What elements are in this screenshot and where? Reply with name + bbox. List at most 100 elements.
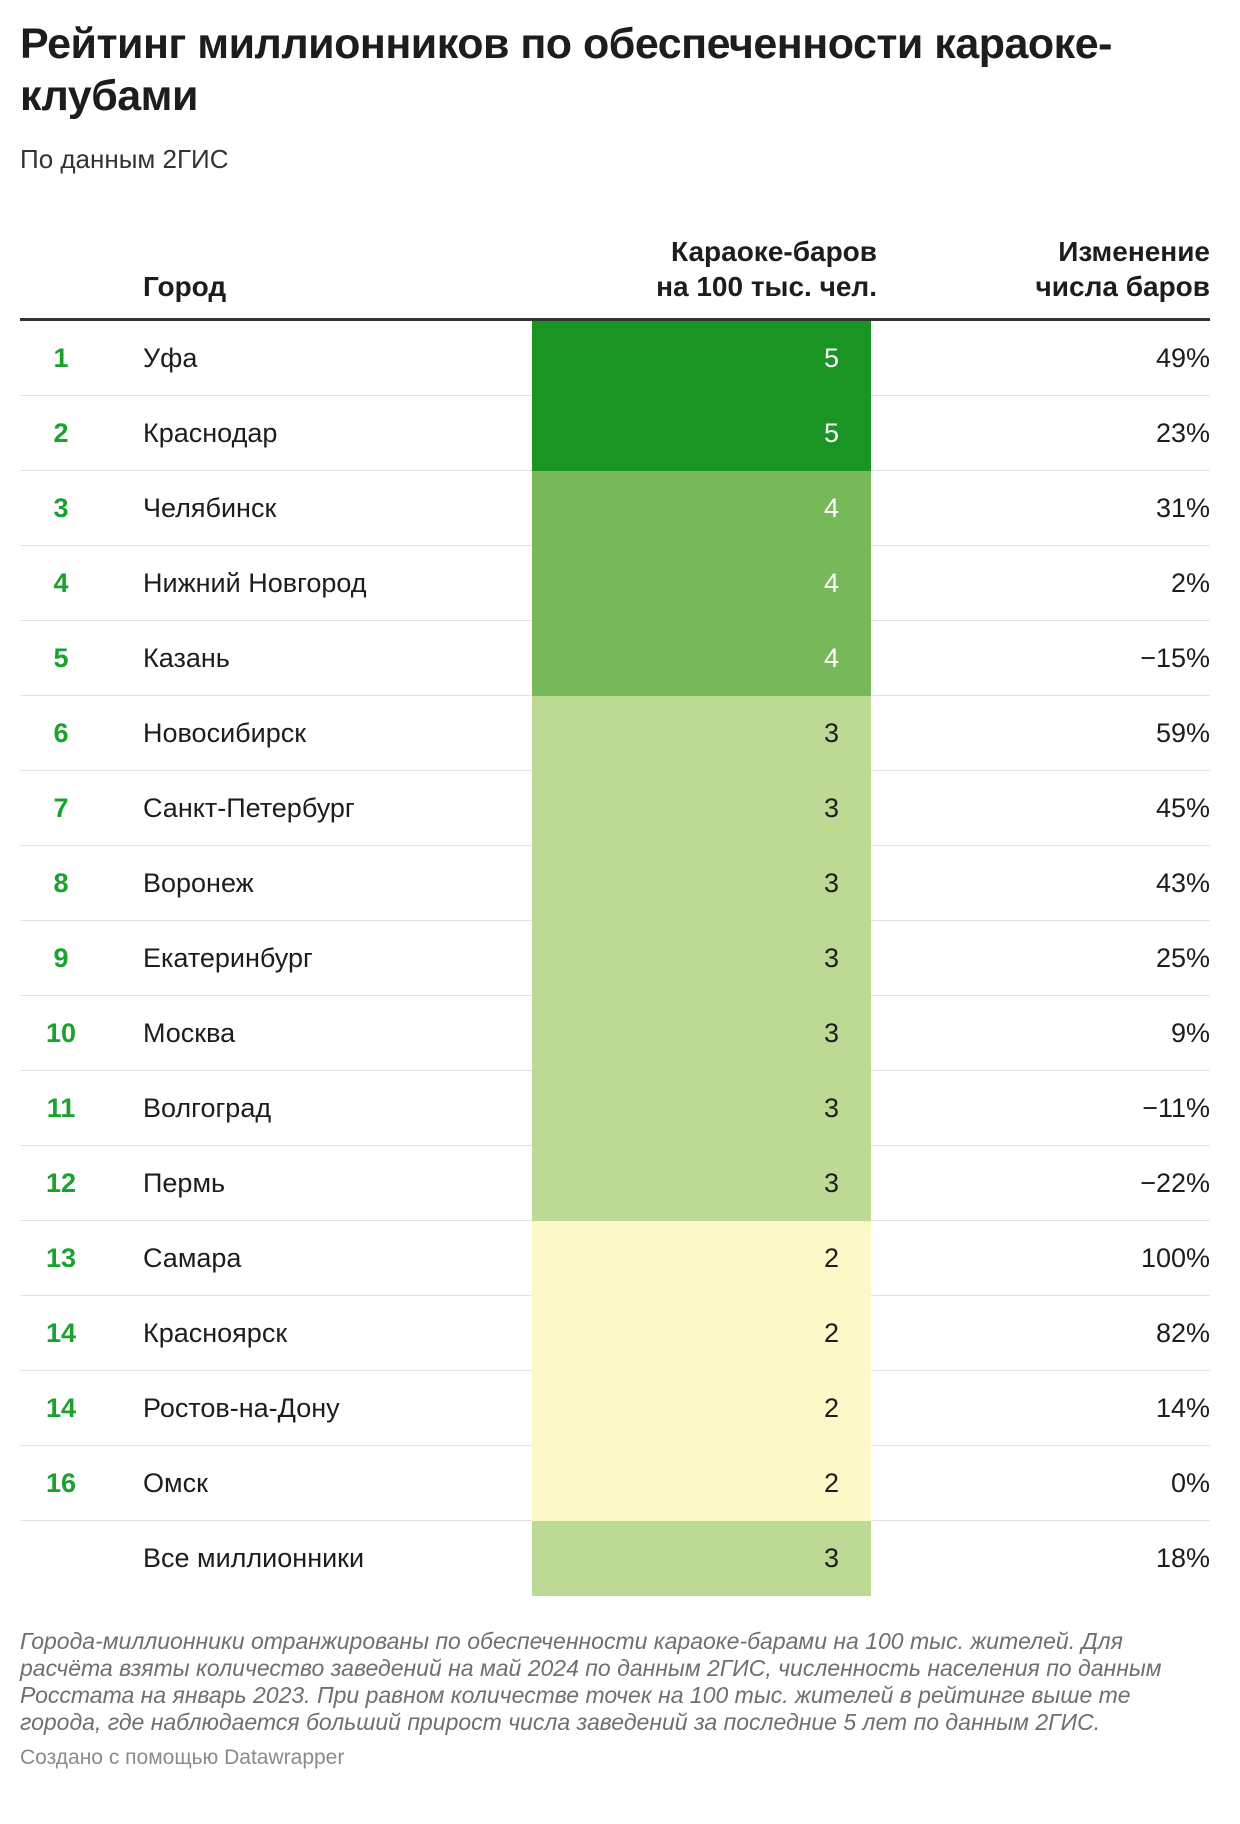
row-city: Санкт-Петербург	[143, 793, 355, 823]
row-value-cell: 5	[532, 321, 871, 396]
row-change: 45%	[1155, 793, 1210, 823]
row-city: Воронеж	[143, 868, 254, 898]
row-city: Челябинск	[143, 493, 277, 523]
row-change: −15%	[1140, 643, 1210, 673]
row-rank: 5	[53, 643, 69, 673]
row-value-cell: 3	[532, 1071, 871, 1146]
table-row: 13 Самара 2 100%	[20, 1221, 1210, 1296]
row-value-cell: 3	[532, 921, 871, 996]
row-change: 59%	[1155, 718, 1210, 748]
row-rank: 6	[53, 718, 69, 748]
table-row: 2 Краснодар 5 23%	[20, 396, 1210, 471]
row-rank: 3	[53, 493, 69, 523]
table-row: 9 Екатеринбург 3 25%	[20, 921, 1210, 996]
row-rank: 12	[45, 1168, 77, 1198]
row-city: Самара	[143, 1243, 242, 1273]
table-row: 14 Ростов-на-Дону 2 14%	[20, 1371, 1210, 1446]
table-row: 5 Казань 4 −15%	[20, 621, 1210, 696]
row-value: 2	[823, 1243, 839, 1273]
row-rank: 1	[53, 343, 69, 373]
row-change: 43%	[1155, 868, 1210, 898]
header-city[interactable]: Город	[143, 271, 227, 302]
table-row: 3 Челябинск 4 31%	[20, 471, 1210, 546]
row-city: Красноярск	[143, 1318, 288, 1348]
table-row: 8 Воронеж 3 43%	[20, 846, 1210, 921]
header-value[interactable]: Караоке-баров на 100 тыс. чел.	[656, 234, 877, 304]
table-row: 14 Красноярск 2 82%	[20, 1296, 1210, 1371]
row-rank: 16	[45, 1468, 77, 1498]
row-rank: 10	[45, 1018, 77, 1048]
row-change: 9%	[1170, 1018, 1210, 1048]
row-city: Екатеринбург	[143, 943, 313, 973]
credit[interactable]: Создано с помощью Datawrapper	[20, 1746, 345, 1769]
footnote: Города-миллионники отранжированы по обес…	[20, 1628, 1162, 1735]
row-change: 82%	[1155, 1318, 1210, 1348]
row-change: 18%	[1155, 1543, 1210, 1573]
table-row: 7 Санкт-Петербург 3 45%	[20, 771, 1210, 846]
header-change-line2: числа баров	[1035, 271, 1210, 302]
table-row: 11 Волгоград 3 −11%	[20, 1071, 1210, 1146]
row-city: Краснодар	[143, 418, 278, 448]
row-value-cell: 2	[532, 1446, 871, 1521]
row-change: 25%	[1155, 943, 1210, 973]
row-value-cell: 2	[532, 1371, 871, 1446]
table-row: 16 Омск 2 0%	[20, 1446, 1210, 1521]
row-value: 3	[823, 1018, 839, 1048]
row-value-cell: 3	[532, 1521, 871, 1596]
table-row: 10 Москва 3 9%	[20, 996, 1210, 1071]
table-header: Город Караоке-баров на 100 тыс. чел. Изм…	[20, 226, 1210, 321]
row-rank: 8	[53, 868, 69, 898]
row-value: 3	[823, 1093, 839, 1123]
row-city: Омск	[143, 1468, 208, 1498]
row-city: Уфа	[143, 343, 198, 373]
header-value-line1: Караоке-баров	[671, 236, 877, 267]
row-change: 31%	[1155, 493, 1210, 523]
table-row: 12 Пермь 3 −22%	[20, 1146, 1210, 1221]
row-value: 4	[823, 643, 839, 673]
row-value: 5	[823, 418, 839, 448]
row-value: 3	[823, 868, 839, 898]
row-value: 2	[823, 1318, 839, 1348]
row-rank: 7	[53, 793, 69, 823]
row-rank: 9	[53, 943, 69, 973]
row-change: 49%	[1155, 343, 1210, 373]
row-rank: 14	[45, 1318, 77, 1348]
row-change: 100%	[1140, 1243, 1210, 1273]
row-value-cell: 5	[532, 396, 871, 471]
row-value-cell: 3	[532, 1146, 871, 1221]
row-value: 3	[823, 943, 839, 973]
row-rank: 4	[53, 568, 69, 598]
row-value-cell: 3	[532, 846, 871, 921]
row-change: −11%	[1142, 1093, 1210, 1123]
row-value-cell: 2	[532, 1221, 871, 1296]
header-change-line1: Изменение	[1058, 236, 1210, 267]
row-change: −22%	[1140, 1168, 1210, 1198]
row-change: 14%	[1155, 1393, 1210, 1423]
row-value-cell: 4	[532, 546, 871, 621]
row-city: Казань	[143, 643, 230, 673]
row-value: 3	[823, 1168, 839, 1198]
row-value: 2	[823, 1468, 839, 1498]
row-value-cell: 3	[532, 696, 871, 771]
row-rank: 2	[53, 418, 69, 448]
row-rank: 14	[45, 1393, 77, 1423]
row-change: 0%	[1170, 1468, 1210, 1498]
row-city: Ростов-на-Дону	[143, 1393, 340, 1423]
row-value: 5	[823, 343, 839, 373]
header-value-line2: на 100 тыс. чел.	[656, 271, 877, 302]
row-value: 3	[823, 1543, 839, 1573]
row-change: 2%	[1170, 568, 1210, 598]
chart-title: Рейтинг миллионников по обеспеченности к…	[20, 20, 1112, 120]
header-change[interactable]: Изменение числа баров	[1036, 234, 1210, 304]
table-row: 6 Новосибирск 3 59%	[20, 696, 1210, 771]
row-value: 2	[823, 1393, 839, 1423]
row-value-cell: 3	[532, 771, 871, 846]
row-value: 3	[823, 793, 839, 823]
row-change: 23%	[1155, 418, 1210, 448]
row-value: 4	[823, 568, 839, 598]
row-value: 3	[823, 718, 839, 748]
row-value-cell: 4	[532, 471, 871, 546]
row-city: Все миллионники	[143, 1543, 365, 1573]
row-value-cell: 2	[532, 1296, 871, 1371]
